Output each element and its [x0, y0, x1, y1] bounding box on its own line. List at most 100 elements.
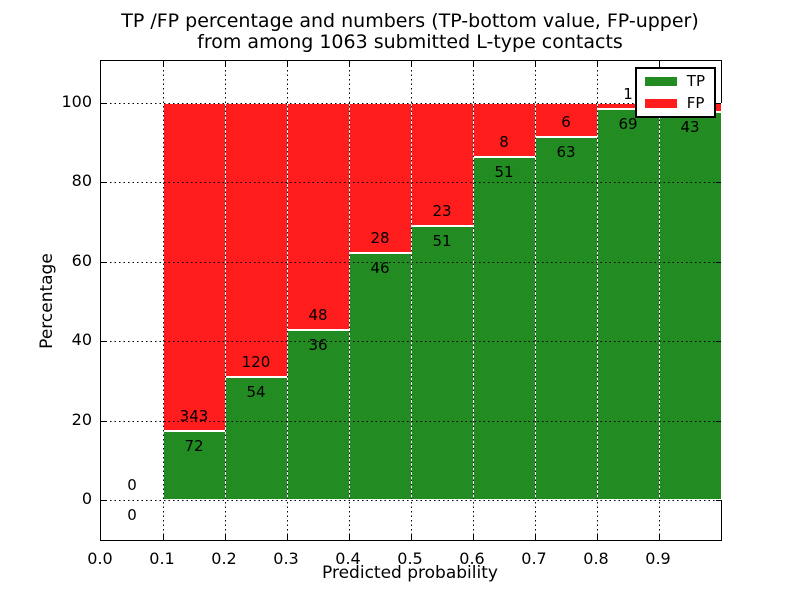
tp-legend-swatch — [644, 77, 677, 86]
y-tick-mark-right — [716, 102, 721, 104]
y-tick-mark-right — [716, 182, 721, 184]
fp-count-label: 1 — [623, 84, 633, 103]
x-tick-label: 0.8 — [583, 549, 609, 568]
x-tick-mark-bottom — [473, 535, 474, 540]
gridline-vertical — [349, 61, 350, 540]
bar-tp-segment — [535, 137, 598, 500]
fp-legend-swatch — [644, 99, 677, 108]
gridline-vertical — [597, 61, 598, 540]
tp-count-label: 36 — [308, 335, 328, 354]
bar-tp-segment — [597, 108, 660, 500]
x-tick-mark-top — [535, 61, 536, 66]
x-tick-label: 0.1 — [149, 549, 175, 568]
x-tick-mark-bottom — [349, 535, 350, 540]
gridline-vertical — [535, 61, 536, 540]
fp-count-label: 120 — [241, 352, 271, 371]
y-tick-mark-left — [101, 500, 106, 501]
y-tick-label: 40 — [71, 330, 92, 350]
bar-tp-segment — [411, 226, 474, 500]
x-tick-label: 0.5 — [397, 549, 423, 568]
x-tick-mark-top — [659, 61, 660, 66]
y-tick-label: 60 — [71, 250, 92, 270]
x-tick-mark-bottom — [411, 535, 412, 540]
gridline-vertical — [287, 61, 288, 540]
x-tick-mark-top — [287, 61, 288, 66]
tp-count-label: 51 — [494, 162, 514, 181]
fp-count-label: 28 — [370, 229, 390, 248]
bar-tp-segment — [163, 431, 226, 500]
chart-title-line1: TP /FP percentage and numbers (TP-bottom… — [121, 10, 699, 32]
y-tick-label: 100 — [61, 91, 92, 111]
x-tick-mark-bottom — [225, 535, 226, 540]
bar-tp-segment — [473, 156, 536, 500]
x-tick-mark-top — [597, 61, 598, 66]
bar-fp-segment — [287, 102, 350, 330]
x-tick-mark-bottom — [597, 535, 598, 540]
y-tick-mark-left — [101, 420, 106, 422]
y-tick-mark-right — [716, 261, 721, 263]
tp-count-label: 72 — [184, 437, 204, 456]
x-tick-mark-top — [411, 61, 412, 66]
tp-count-label: 69 — [618, 114, 638, 133]
gridline-vertical — [411, 61, 412, 540]
x-tick-mark-top — [349, 61, 350, 66]
y-tick-mark-left — [101, 341, 106, 343]
bar-fp-segment — [225, 102, 288, 377]
fp-count-label: 48 — [308, 305, 328, 324]
legend-entry-fp: FP — [644, 94, 705, 112]
fp-count-label: 8 — [499, 132, 509, 151]
legend-label-fp: FP — [686, 94, 705, 112]
y-tick-label: 80 — [71, 171, 92, 191]
x-tick-label: 0.4 — [335, 549, 361, 568]
fp-count-label: 23 — [432, 202, 452, 221]
x-tick-label: 0.3 — [273, 549, 299, 568]
x-tick-label: 0.7 — [521, 549, 547, 568]
y-tick-mark-left — [101, 182, 106, 184]
bar-tp-segment — [287, 329, 350, 500]
fp-count-label: 0 — [127, 476, 137, 494]
x-axis-label: Predicted probability — [322, 563, 498, 583]
tp-count-label: 63 — [556, 143, 576, 162]
fp-count-label: 343 — [179, 407, 209, 426]
y-tick-mark-right — [716, 341, 721, 343]
tp-count-label: 43 — [680, 117, 700, 136]
x-tick-label: 0.6 — [459, 549, 485, 568]
bar-tp-segment — [659, 111, 722, 500]
y-tick-mark-left — [101, 102, 106, 104]
bar-tp-segment — [225, 376, 288, 500]
y-tick-label: 0 — [81, 489, 92, 508]
gridline-vertical — [225, 61, 226, 540]
x-tick-label: 0.0 — [87, 549, 113, 568]
x-tick-label: 0.2 — [211, 549, 237, 568]
x-tick-mark-bottom — [535, 535, 536, 540]
legend-entry-tp: TP — [644, 72, 705, 90]
legend-label-tp: TP — [686, 72, 705, 90]
bar-fp-segment — [163, 102, 226, 432]
x-tick-mark-bottom — [163, 535, 164, 540]
gridline-vertical — [163, 61, 164, 540]
y-axis-label: Percentage — [37, 253, 57, 349]
x-tick-mark-top — [163, 61, 164, 66]
chart-title: TP /FP percentage and numbers (TP-bottom… — [90, 11, 730, 53]
x-tick-mark-top — [473, 61, 474, 66]
x-tick-mark-bottom — [287, 535, 288, 540]
chart-title-line2: from among 1063 submitted L-type contact… — [197, 31, 623, 53]
gridline-vertical — [473, 61, 474, 540]
tp-count-label: 46 — [370, 259, 390, 278]
bar-tp-segment — [349, 253, 412, 500]
gridline-vertical — [659, 61, 660, 540]
x-tick-mark-bottom — [659, 535, 660, 540]
legend: TP FP — [634, 67, 716, 118]
y-tick-label: 20 — [71, 409, 92, 429]
fp-count-label: 6 — [561, 113, 571, 132]
tp-count-label: 54 — [246, 382, 266, 401]
y-tick-mark-left — [101, 261, 106, 263]
y-tick-mark-right — [716, 420, 721, 422]
x-tick-label: 0.9 — [645, 549, 671, 568]
tp-count-label: 0 — [127, 506, 137, 524]
x-tick-mark-top — [225, 61, 226, 66]
tp-count-label: 51 — [432, 232, 452, 251]
y-tick-mark-right — [716, 500, 721, 501]
